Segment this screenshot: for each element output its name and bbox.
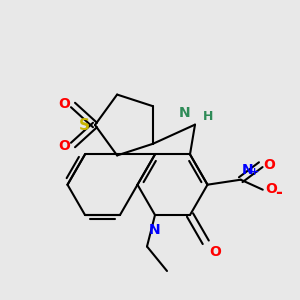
Text: H: H: [203, 110, 213, 123]
Text: +: +: [250, 167, 259, 177]
Text: N: N: [178, 106, 190, 120]
Text: O: O: [209, 245, 220, 259]
Text: O: O: [266, 182, 278, 196]
Text: N: N: [242, 163, 254, 177]
Text: S: S: [79, 118, 90, 133]
Text: O: O: [264, 158, 276, 172]
Text: N: N: [149, 223, 161, 237]
Text: O: O: [58, 139, 70, 153]
Text: -: -: [275, 184, 282, 202]
Text: O: O: [58, 97, 70, 111]
